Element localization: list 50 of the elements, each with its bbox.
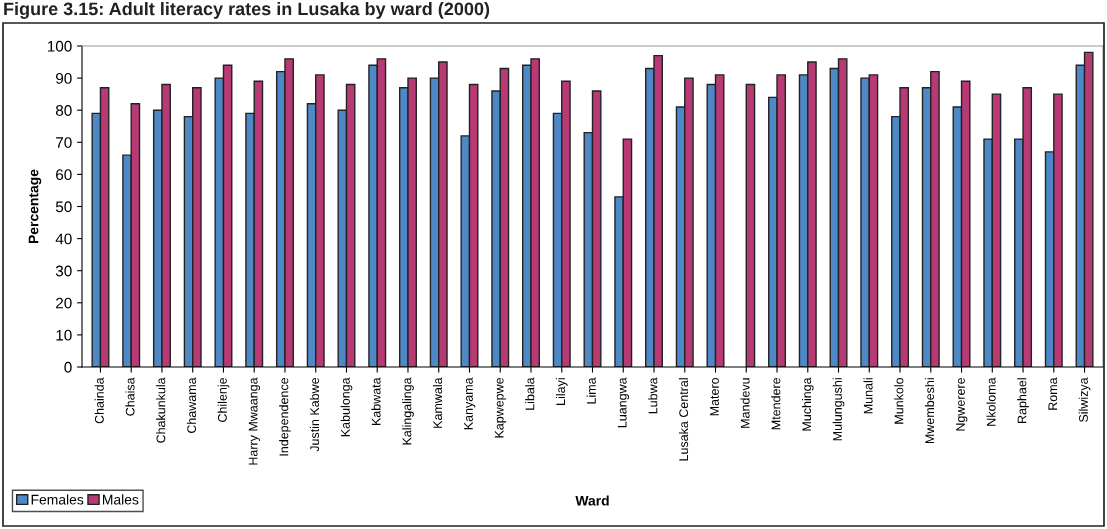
y-tick-label: 30 xyxy=(55,265,72,277)
x-tick-label: Raphael xyxy=(1017,378,1029,423)
x-tick-label: Nkoloma xyxy=(986,377,996,426)
y-tick-label: 90 xyxy=(56,72,72,84)
y-tick-label: 40 xyxy=(55,233,72,245)
x-tick-label: Kabwata xyxy=(371,377,381,426)
x-tick-label: Munali xyxy=(863,378,873,414)
x-tick-label: Chainda xyxy=(94,377,104,424)
x-tick-label: Chaisa xyxy=(125,377,135,416)
x-tick-label: Munkolo xyxy=(894,377,904,424)
x-tick-label: Roma xyxy=(1048,377,1058,410)
x-tick-label: Ngwerere xyxy=(956,377,968,431)
y-tick-label: 70 xyxy=(56,137,72,148)
x-tick-label: Kabulonga xyxy=(340,377,353,437)
x-tick-label: Chawama xyxy=(186,377,197,434)
x-tick-label: Kamwala xyxy=(432,377,443,428)
x-tick-label: Chilenje xyxy=(217,377,230,422)
x-tick-label: Lusaka Central xyxy=(678,378,689,461)
y-tick-label: 10 xyxy=(56,329,72,341)
x-tick-label: Matero xyxy=(710,377,719,416)
y-tick-label: 20 xyxy=(56,297,72,309)
y-tick-label: 100 xyxy=(47,40,72,52)
legend-label: Males xyxy=(102,494,139,505)
x-tick-label: Lilayi xyxy=(555,378,568,405)
legend-label: Females xyxy=(31,494,84,505)
y-tick-label: 80 xyxy=(55,105,72,116)
bar xyxy=(745,83,756,367)
x-tick-label: Mwembeshi xyxy=(924,378,935,444)
y-tick-label: 60 xyxy=(56,169,72,181)
x-tick-label: Muchinga xyxy=(801,377,814,431)
y-tick-label: 50 xyxy=(55,201,72,213)
x-tick-label: Mulungushi xyxy=(832,378,845,441)
x-tick-label: Mandevu xyxy=(740,378,750,428)
x-tick-label: Lima xyxy=(586,377,596,404)
x-tick-label: Kalingalinga xyxy=(402,377,414,445)
y-axis-title: Percentage xyxy=(28,169,42,244)
y-tick-label: 0 xyxy=(64,361,72,373)
x-tick-label: Silwizya xyxy=(1078,377,1091,422)
x-tick-label: Chakunkula xyxy=(156,377,166,443)
x-tick-label: Mtendere xyxy=(771,377,781,430)
x-tick-label: Kapwepwe xyxy=(494,377,507,438)
x-tick-label: Independence xyxy=(279,377,291,456)
chart-title: Figure 3.15: Adult literacy rates in Lusaka by ward (2000) xyxy=(4,2,490,19)
x-axis-title: Ward xyxy=(575,495,609,506)
x-tick-label: Harry Mwaanga xyxy=(248,377,261,465)
x-tick-label: Kanyama xyxy=(464,377,476,430)
x-tick-label: Libala xyxy=(525,377,535,410)
x-tick-label: Lubwa xyxy=(648,377,658,414)
x-tick-label: Luangwa xyxy=(617,377,630,428)
x-tick-label: Justin Kabwe xyxy=(309,377,320,452)
